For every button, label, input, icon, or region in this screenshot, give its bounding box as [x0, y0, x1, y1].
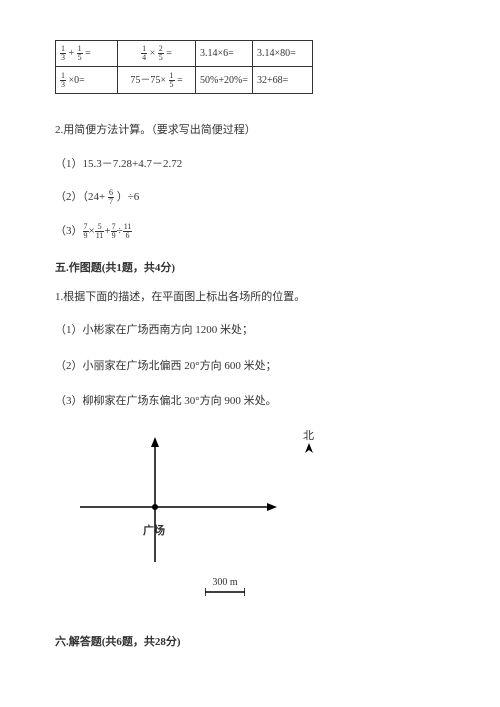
cell-r1c3: 3.14×6=: [196, 41, 253, 67]
section5-heading: 五.作图题(共1题，共4分): [55, 259, 445, 275]
q2-item1: （1）15.3－7.28+4.7－2.72: [55, 156, 445, 174]
plane-figure: 北 广场 300 m: [65, 427, 345, 607]
cell-r2c4: 32+68=: [252, 67, 312, 94]
axis-svg: [65, 437, 285, 597]
north-arrow-icon: [303, 443, 315, 457]
scale-bar: 300 m: [205, 577, 245, 599]
center-label: 广场: [143, 522, 165, 538]
calc-table: 13 + 15 = 14 × 25 = 3.14×6= 3.14×80= 13 …: [55, 40, 313, 94]
cell-r1c4: 3.14×80=: [252, 41, 312, 67]
section6-heading: 六.解答题(共6题，共28分): [55, 633, 445, 649]
cell-r1c1: 13 + 15 =: [56, 41, 118, 67]
cell-r2c1: 13 ×0=: [56, 67, 118, 94]
q2-item3: （3）79×511+79÷116: [55, 223, 445, 241]
q2-item2: （2）（24+ 67 ）÷6: [55, 189, 445, 207]
cell-r1c2: 14 × 25 =: [118, 41, 196, 67]
north-label: 北: [303, 427, 315, 460]
section5-intro: 1.根据下面的描述，在平面图上标出各场所的位置。: [55, 289, 445, 307]
section5-p1: （1）小彬家在广场西南方向 1200 米处；: [55, 322, 445, 340]
section5-p3: （3）柳柳家在广场东偏北 30°方向 900 米处。: [55, 393, 445, 411]
cell-r2c2: 75－75× 15 =: [118, 67, 196, 94]
section5-p2: （2）小丽家在广场北偏西 20°方向 600 米处；: [55, 358, 445, 376]
cell-r2c3: 50%+20%=: [196, 67, 253, 94]
q2-title: 2.用简便方法计算。（要求写出简便过程）: [55, 122, 445, 140]
